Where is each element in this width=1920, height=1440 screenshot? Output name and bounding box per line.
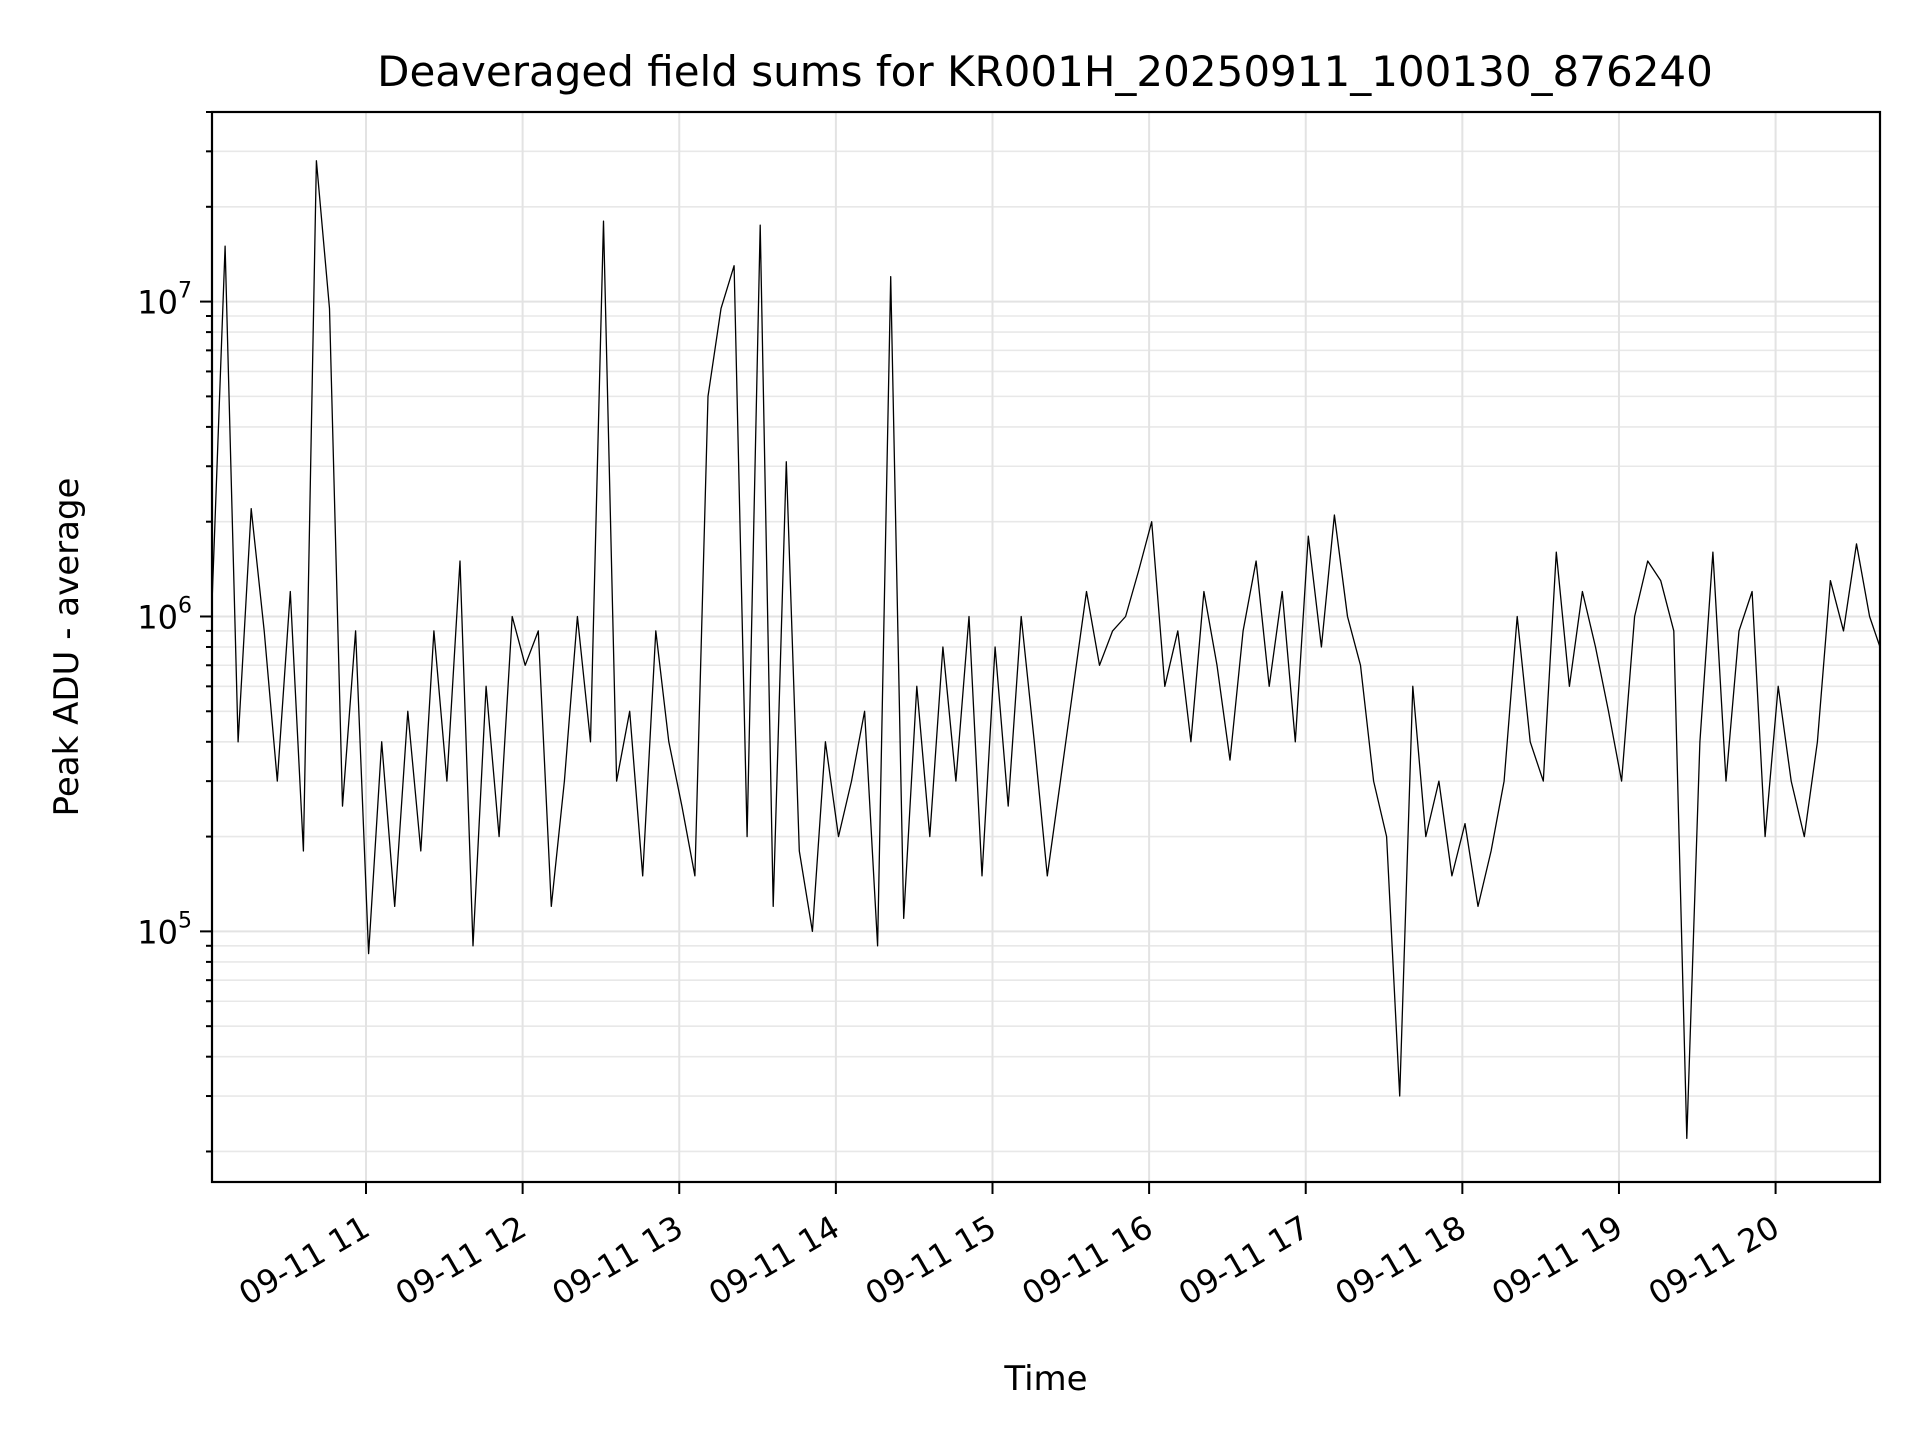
chart-title: Deaveraged field sums for KR001H_2025091… xyxy=(377,47,1713,96)
y-tick-label: 105 xyxy=(137,908,192,951)
x-tick-label: 09-11 18 xyxy=(1329,1208,1473,1313)
x-tick-label: 09-11 12 xyxy=(389,1208,533,1313)
y-tick-label: 106 xyxy=(137,593,192,636)
grid xyxy=(212,111,1880,1182)
x-tick-label: 09-11 15 xyxy=(859,1208,1003,1313)
x-tick-label: 09-11 16 xyxy=(1016,1208,1160,1313)
y-axis-ticks: 105 106 107 xyxy=(137,111,212,1153)
x-tick-label: 09-11 17 xyxy=(1172,1208,1316,1313)
y-axis-label: Peak ADU - average xyxy=(47,478,87,817)
y-tick-label: 107 xyxy=(137,279,192,322)
x-tick-label: 09-11 20 xyxy=(1642,1208,1786,1313)
x-tick-label: 09-11 11 xyxy=(232,1208,376,1313)
x-tick-label: 09-11 13 xyxy=(546,1208,690,1313)
x-tick-label: 09-11 14 xyxy=(702,1208,846,1313)
x-axis-label: Time xyxy=(1003,1359,1087,1399)
series-line xyxy=(211,160,1881,1140)
x-tick-label: 09-11 19 xyxy=(1485,1208,1629,1313)
x-axis-ticks: 09-11 11 09-11 12 09-11 13 09-11 14 09-11 15… xyxy=(232,1182,1786,1313)
